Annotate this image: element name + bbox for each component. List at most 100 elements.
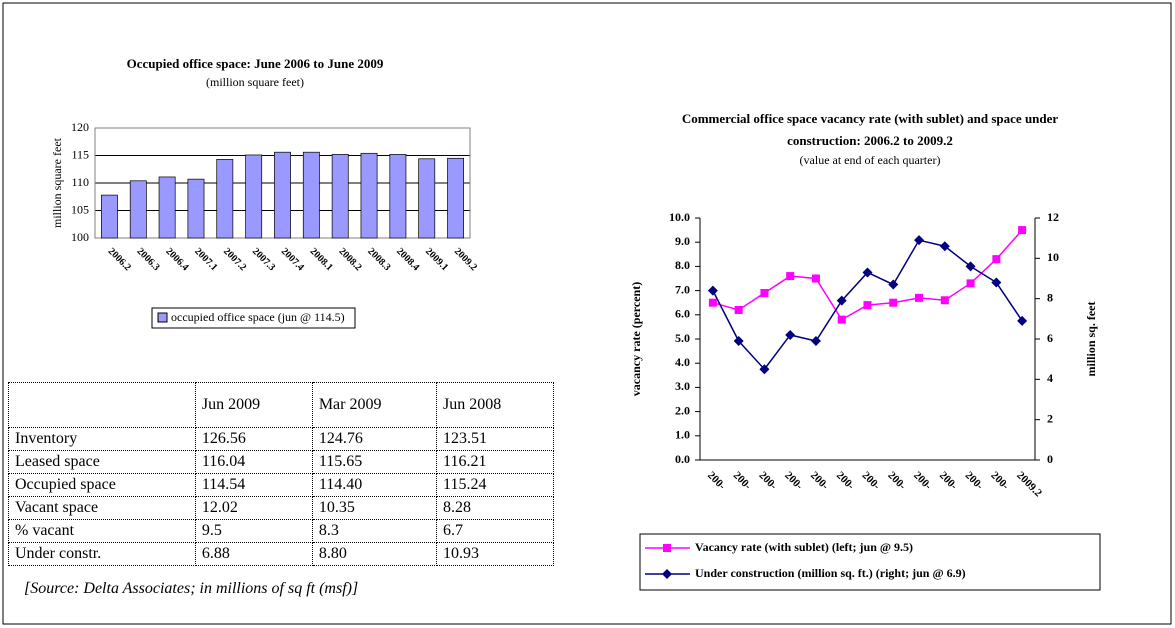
x-tick-label: 200- — [731, 469, 754, 492]
bar — [447, 157, 465, 239]
bar — [389, 154, 407, 239]
chart-title: Commercial office space vacancy rate (wi… — [681, 111, 1059, 148]
y2-axis-label: million sq. feet — [1084, 302, 1098, 377]
y-tick-label: 110 — [71, 175, 89, 189]
legend-box — [639, 533, 1101, 591]
table-cell: 115.65 — [311, 450, 438, 474]
header-cell: Mar 2009 — [311, 382, 438, 428]
x-tick-label: 2007.1 — [192, 246, 219, 273]
table-cell: 123.51 — [436, 427, 554, 451]
marker — [966, 279, 975, 288]
y-tick-label: 8.0 — [675, 258, 690, 272]
table-cell: 9.5 — [194, 519, 313, 543]
y2-tick-label: 8 — [1047, 290, 1053, 304]
chart-subtitle: (million square feet) — [206, 75, 304, 89]
x-tick-label: 200- — [963, 469, 986, 492]
legend-label: Vacancy rate (with sublet) (left; jun @ … — [695, 540, 913, 554]
x-tick-label: 200- — [757, 469, 780, 492]
bar — [331, 154, 349, 239]
legend-label: Under construction (million sq. ft.) (ri… — [695, 566, 966, 580]
header-row: Jun 2009 Mar 2009 Jun 2008 — [8, 382, 554, 428]
x-tick-label: 2009.2 — [452, 246, 479, 273]
table-cell: 116.04 — [194, 450, 313, 474]
y2-tick-label: 6 — [1047, 331, 1053, 345]
x-tick-label: 200- — [705, 469, 728, 492]
bar — [418, 158, 436, 239]
table-cell: 8.28 — [436, 496, 554, 520]
legend-marker — [662, 569, 672, 579]
y-tick-label: 6.0 — [675, 307, 690, 321]
y-tick-label: 3.0 — [675, 379, 690, 393]
marker — [965, 261, 976, 272]
x-tick-label: 2008.1 — [308, 246, 335, 273]
table-cell: Leased space — [8, 450, 196, 474]
chart-subtitle: (value at end of each quarter) — [799, 153, 941, 167]
marker — [760, 289, 769, 298]
table-cell: Occupied space — [8, 473, 196, 497]
table-cell: Under constr. — [8, 542, 196, 566]
table-cell: Inventory — [8, 427, 196, 451]
table-cell: 115.24 — [436, 473, 554, 497]
x-tick-label: 2006.4 — [163, 246, 190, 273]
x-tick-label: 2009.1 — [423, 246, 450, 273]
x-tick-label: 200- — [860, 469, 883, 492]
table-cell: 126.56 — [194, 427, 313, 451]
marker — [888, 279, 899, 290]
table-cell: 8.80 — [311, 542, 438, 566]
table-cell: Vacant space — [8, 496, 196, 520]
table-cell: 114.54 — [194, 473, 313, 497]
marker — [759, 364, 770, 375]
x-tick-label: 2008.2 — [336, 246, 363, 273]
bar — [129, 180, 147, 239]
marker — [992, 255, 1001, 264]
table-row: Vacant space 12.02 10.35 8.28 — [8, 496, 554, 520]
table-row: Leased space 116.04 115.65 116.21 — [8, 450, 554, 474]
legend-marker — [663, 544, 671, 552]
bar — [302, 151, 320, 239]
bar — [216, 159, 234, 239]
marker — [837, 315, 846, 324]
x-tick-label: 2008.4 — [394, 246, 421, 273]
x-tick-label: 200- — [885, 469, 908, 492]
bar — [274, 151, 291, 239]
y2-tick-label: 2 — [1047, 411, 1053, 425]
chart-title: Occupied office space: June 2006 to June… — [126, 56, 384, 71]
y-tick-label: 10.0 — [669, 210, 690, 224]
y-tick-label: 115 — [71, 147, 89, 161]
marker — [810, 336, 821, 347]
corner — [8, 382, 196, 428]
y-tick-label: 4.0 — [675, 355, 690, 369]
x-tick-label: 200- — [834, 469, 857, 492]
marker — [785, 329, 796, 340]
table-row: % vacant 9.5 8.3 6.7 — [8, 519, 554, 543]
x-tick-label: 200- — [937, 469, 960, 492]
x-tick-label: 2007.4 — [279, 246, 306, 273]
x-tick-label: 200- — [911, 469, 934, 492]
x-tick-label: 2006.3 — [135, 246, 162, 273]
x-tick-label: 2008.3 — [365, 246, 392, 273]
bar — [100, 194, 118, 239]
data-table: Jun 2009 Mar 2009 Jun 2008 Inventory 126.56… — [8, 382, 554, 566]
y-axis-label: vacancy rate (percent) — [629, 282, 643, 396]
bar — [245, 154, 263, 239]
marker — [915, 293, 924, 302]
legend-swatch — [157, 312, 168, 323]
header-cell: Jun 2008 — [436, 382, 554, 428]
y2-tick-label: 10 — [1047, 250, 1059, 264]
table-cell: 116.21 — [436, 450, 554, 474]
table-cell: 12.02 — [194, 496, 313, 520]
marker — [889, 298, 898, 307]
table-row: Under constr. 6.88 8.80 10.93 — [8, 542, 554, 566]
x-tick-label: 200- — [988, 469, 1011, 492]
table-cell: 6.88 — [194, 542, 313, 566]
y2-tick-label: 12 — [1047, 210, 1059, 224]
y-axis-label: million square feet — [50, 137, 64, 228]
x-tick-label: 200- — [808, 469, 831, 492]
legend-box — [151, 307, 356, 329]
marker — [734, 305, 743, 314]
header-cell: Jun 2009 — [194, 382, 313, 428]
marker — [708, 298, 717, 307]
marker — [991, 277, 1002, 288]
